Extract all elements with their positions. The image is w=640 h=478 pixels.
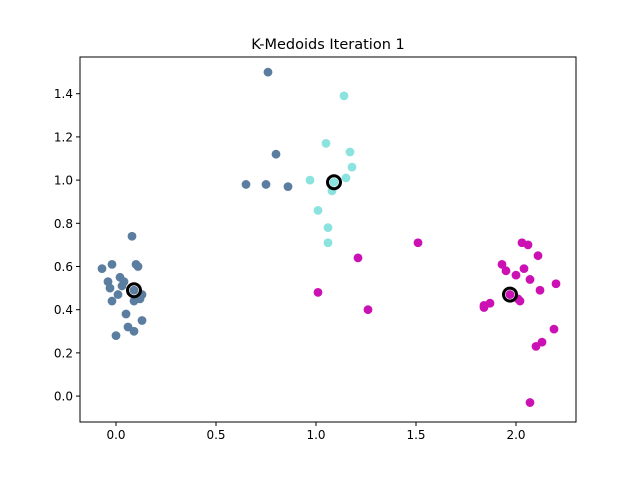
y-tick-label: 1.4 <box>54 87 73 101</box>
data-point <box>111 331 121 341</box>
data-point <box>283 182 293 191</box>
data-point <box>551 279 561 289</box>
y-tick-label: 1.0 <box>54 174 73 188</box>
data-point <box>533 251 543 261</box>
data-point <box>511 270 521 280</box>
medoid-marker <box>502 286 518 303</box>
data-point <box>137 316 147 325</box>
data-point <box>413 238 423 248</box>
data-point <box>353 253 363 263</box>
data-point <box>113 290 123 299</box>
data-point <box>535 285 545 295</box>
data-point <box>107 296 117 306</box>
data-point <box>323 238 333 248</box>
data-point <box>263 67 273 77</box>
data-point <box>133 262 143 271</box>
plot-frame <box>79 56 577 423</box>
data-point <box>519 264 529 274</box>
x-axis: 0.0 0.5 1.0 1.5 2.0 <box>106 422 526 442</box>
medoids-layer <box>126 174 518 303</box>
data-point <box>127 231 137 241</box>
data-point <box>525 398 535 407</box>
data-point <box>549 324 559 334</box>
data-point <box>329 177 339 187</box>
data-point <box>129 326 139 336</box>
data-point <box>313 288 323 297</box>
y-tick-label: 0.8 <box>54 217 73 231</box>
y-tick-label: 0.2 <box>54 346 73 360</box>
medoid-marker <box>326 174 342 191</box>
x-tick-label: 1.5 <box>406 428 425 442</box>
data-point <box>323 223 333 233</box>
y-tick-label: 0.4 <box>54 303 73 317</box>
data-point <box>505 290 515 299</box>
data-point <box>241 180 251 189</box>
data-point <box>537 337 547 347</box>
x-tick-label: 0.0 <box>106 428 125 442</box>
data-point <box>501 266 511 276</box>
y-tick-label: 0.0 <box>54 390 73 404</box>
y-tick-label: 1.2 <box>54 130 73 144</box>
x-tick-label: 1.0 <box>306 428 325 442</box>
data-point <box>107 259 117 269</box>
data-point <box>523 240 533 250</box>
data-point <box>305 175 315 185</box>
data-point <box>345 147 355 157</box>
data-point <box>119 277 129 287</box>
data-point <box>321 138 331 148</box>
data-point <box>261 180 271 189</box>
data-point <box>271 149 281 159</box>
data-point <box>515 296 525 306</box>
data-point <box>347 162 357 172</box>
y-tick-label: 0.6 <box>54 260 73 274</box>
data-point <box>121 309 131 319</box>
data-point <box>313 205 323 215</box>
data-point <box>363 305 373 315</box>
data-point <box>341 173 351 183</box>
points-layer <box>97 67 561 407</box>
data-point <box>105 283 115 293</box>
data-point <box>129 285 139 295</box>
data-point <box>497 259 507 269</box>
data-point <box>339 91 349 101</box>
data-point <box>97 264 107 274</box>
x-tick-label: 0.5 <box>206 428 225 442</box>
data-point <box>525 275 535 284</box>
data-point <box>485 298 495 308</box>
medoid-marker <box>126 282 142 299</box>
x-tick-label: 2.0 <box>506 428 525 442</box>
chart-title: K-Medoids Iteration 1 <box>251 37 404 53</box>
y-axis: 0.0 0.2 0.4 0.6 0.8 1.0 1.2 1.4 <box>54 87 80 404</box>
